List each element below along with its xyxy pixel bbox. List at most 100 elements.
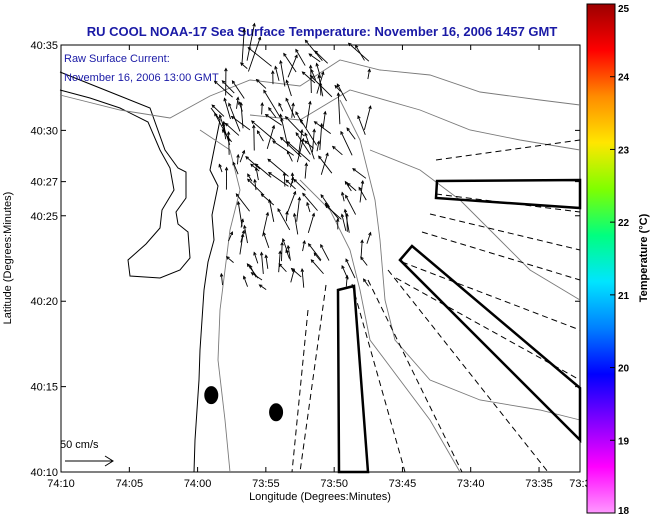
current-vector-head [343,208,348,213]
current-vector-head [260,193,265,198]
current-vector [214,80,233,98]
colorbar-tick-label: 21 [618,291,630,302]
current-vector [237,154,239,165]
x-tick-label: 74:00 [184,478,212,490]
current-vector [363,278,369,287]
current-vector-head [226,131,231,135]
current-vector [293,213,299,235]
current-vector-head [253,178,257,183]
current-vector [319,123,323,151]
current-vector-head [285,79,289,84]
current-vector [344,181,352,192]
current-vector [299,119,317,146]
current-vector-head [249,264,253,269]
current-vector [310,65,312,93]
current-vector-head [228,102,232,107]
current-vector-head [236,200,241,205]
y-tick-label: 40:35 [30,40,58,52]
current-vector [345,195,357,215]
bathymetry-contour [339,99,581,421]
current-vector [280,137,302,158]
y-tick-label: 40:30 [30,125,58,137]
current-vector-head [265,211,270,216]
current-vector [240,102,244,129]
current-vector-head [358,186,362,191]
current-vector [287,54,298,78]
x-tick-label: 73:45 [389,478,417,490]
current-vector [307,213,315,234]
current-vector [360,240,363,258]
current-vector [310,75,333,98]
current-vector [247,173,253,182]
current-vector [291,103,294,118]
x-axis: 74:10 74:05 74:00 73:55 73:50 73:45 73:40 73:35… [47,45,591,490]
current-vector-head [239,62,244,66]
current-vector-head [317,74,321,79]
current-vector-head [302,240,306,245]
lane-polygon [434,178,582,210]
current-vector-head [279,136,284,141]
current-vector-head [297,196,302,201]
current-vector-head [286,244,291,249]
current-vector [247,47,272,67]
current-vector [360,256,368,266]
current-vector [325,204,342,220]
bathymetry-contour [369,149,581,301]
current-vector [295,132,311,155]
current-vector-head [253,251,257,256]
current-vector [346,127,356,140]
current-vector-head [295,111,299,116]
current-vector [332,146,343,156]
current-vector-head [284,115,289,120]
current-vector [310,259,324,275]
colorbar-tick-label: 25 [618,4,630,15]
current-vector-head [304,140,308,144]
current-vector [293,179,306,191]
current-vector [241,29,245,63]
current-vector [243,225,248,244]
data-point-mooring-2 [269,403,284,422]
current-vector-head [313,121,318,125]
current-vector-head [360,256,364,261]
current-vector-head [345,194,349,199]
chart-title: RU COOL NOAA-17 Sea Surface Temperature:… [87,24,558,39]
current-vector-head [312,128,316,133]
current-vector [240,62,248,69]
current-vector-head [272,140,276,144]
current-vector [268,172,289,187]
colorbar: 25 24 23 22 21 20 19 18 Temperature (°C) [586,3,650,517]
current-vector [223,121,226,132]
current-vector-head [211,104,216,109]
current-vector [302,240,306,252]
current-vector-head [236,153,240,158]
current-vector [237,201,243,227]
current-vector [314,50,328,64]
current-vector [278,251,281,273]
current-vector [239,150,245,163]
current-vector [308,243,322,261]
current-vector-head [321,71,325,76]
current-vector [367,69,371,80]
current-vector-head [242,28,246,33]
velocity-scale-label: 50 cm/s [60,439,99,451]
current-vector-head [262,231,266,236]
current-vector [265,114,282,126]
current-vector [316,141,320,152]
x-axis-label: Longitude (Degrees:Minutes) [249,491,391,503]
current-vector-head [246,178,251,183]
velocity-scale: 50 cm/s [60,439,114,467]
current-vector [278,263,287,273]
current-vector-head [357,115,361,120]
current-vector-head [278,263,283,267]
current-vector-head [247,173,251,178]
current-vector-head [252,124,256,129]
current-vector-head [267,158,272,163]
current-vector [222,123,227,140]
current-vector [211,104,225,117]
x-tick-label: 74:05 [116,478,144,490]
current-vector-head [271,124,276,129]
current-vector-head [242,275,247,280]
current-vector-head [302,192,306,197]
current-vector-head [223,97,227,102]
current-vector-head [295,132,300,136]
